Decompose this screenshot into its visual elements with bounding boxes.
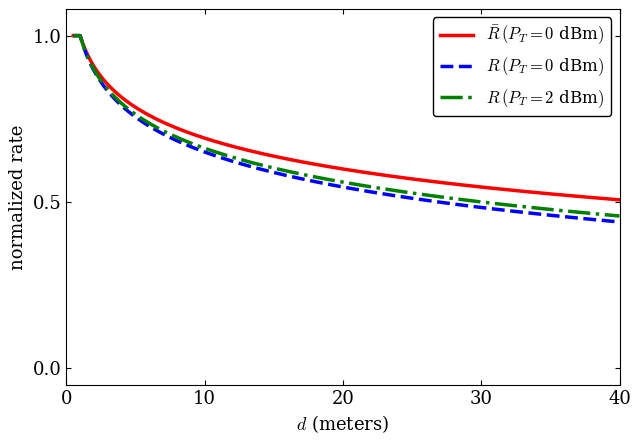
Y-axis label: normalized rate: normalized rate xyxy=(9,124,27,270)
$\bar{R}\,(P_T = 0$ dBm$)$ xyxy=(616,197,623,202)
$R\,(P_T = 0$ dBm$)$ xyxy=(278,172,286,177)
$R\,(P_T = 0$ dBm$)$ xyxy=(397,194,404,199)
Line: $\bar{R}\,(P_T = 0$ dBm$)$: $\bar{R}\,(P_T = 0$ dBm$)$ xyxy=(73,36,620,200)
$\bar{R}\,(P_T = 0$ dBm$)$ xyxy=(168,124,176,129)
$R\,(P_T = 2$ dBm$)$ xyxy=(397,189,404,194)
$R\,(P_T = 2$ dBm$)$ xyxy=(278,167,286,173)
$R\,(P_T = 0$ dBm$)$ xyxy=(616,219,623,225)
$R\,(P_T = 2$ dBm$)$ xyxy=(616,213,623,218)
Line: $R\,(P_T = 0$ dBm$)$: $R\,(P_T = 0$ dBm$)$ xyxy=(73,36,620,222)
$R\,(P_T = 0$ dBm$)$ xyxy=(69,33,77,38)
$R\,(P_T = 0$ dBm$)$ xyxy=(425,198,433,203)
$\bar{R}\,(P_T = 0$ dBm$)$ xyxy=(69,33,77,38)
$R\,(P_T = 2$ dBm$)$ xyxy=(518,204,526,209)
$\bar{R}\,(P_T = 0$ dBm$)$ xyxy=(518,189,526,194)
$R\,(P_T = 2$ dBm$)$ xyxy=(69,33,77,38)
$R\,(P_T = 2$ dBm$)$ xyxy=(477,199,484,205)
$R\,(P_T = 0$ dBm$)$ xyxy=(168,136,176,141)
$\bar{R}\,(P_T = 0$ dBm$)$ xyxy=(397,175,404,180)
$R\,(P_T = 0$ dBm$)$ xyxy=(518,210,526,215)
Legend: $\bar{R}\,(P_T = 0$ dBm$)$, $R\,(P_T = 0$ dBm$)$, $R\,(P_T = 2$ dBm$)$: $\bar{R}\,(P_T = 0$ dBm$)$, $R\,(P_T = 0… xyxy=(433,17,611,116)
$\bar{R}\,(P_T = 0$ dBm$)$ xyxy=(425,178,433,184)
$R\,(P_T = 2$ dBm$)$ xyxy=(168,133,176,138)
$R\,(P_T = 0$ dBm$)$ xyxy=(477,205,484,210)
X-axis label: $d$ (meters): $d$ (meters) xyxy=(296,413,390,435)
$R\,(P_T = 2$ dBm$)$ xyxy=(425,193,433,198)
$\bar{R}\,(P_T = 0$ dBm$)$ xyxy=(477,184,484,190)
Line: $R\,(P_T = 2$ dBm$)$: $R\,(P_T = 2$ dBm$)$ xyxy=(73,36,620,216)
$\bar{R}\,(P_T = 0$ dBm$)$ xyxy=(278,155,286,161)
